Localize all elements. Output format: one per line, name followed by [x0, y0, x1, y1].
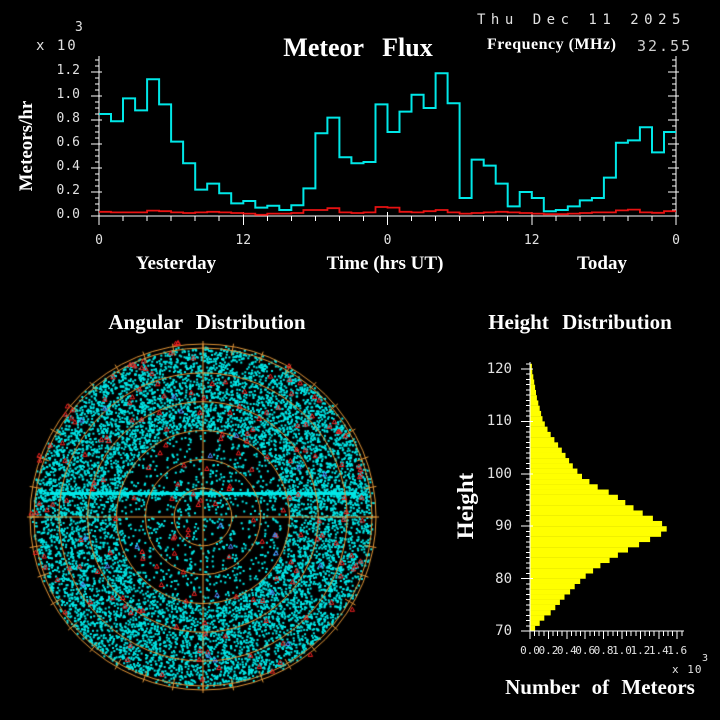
- height-bar: [530, 363, 532, 370]
- flux-ytick-label: 0.6: [56, 135, 80, 150]
- flux-scale-exponent: 3: [75, 20, 83, 35]
- height-bar: [530, 510, 643, 516]
- date-display: Thu Dec 11 2025: [477, 12, 686, 28]
- height-bar: [530, 578, 581, 584]
- flux-xtick-label: 12: [523, 233, 540, 248]
- flux-y-axis-title: Meteors/hr: [16, 100, 37, 192]
- height-bar: [530, 452, 566, 459]
- height-bar: [530, 547, 628, 553]
- flux-xtick-label: 0: [383, 233, 392, 248]
- flux-series-meteor-rate-cyan: [99, 72, 676, 213]
- flux-ytick-label: 0.4: [56, 159, 80, 174]
- height-bar: [530, 589, 571, 595]
- height-bar: [530, 400, 539, 406]
- height-bar: [530, 426, 548, 433]
- height-bar: [530, 536, 651, 543]
- flux-xtick-label: 0: [95, 233, 103, 248]
- height-bar: [530, 405, 540, 412]
- page-title: Meteor Flux: [283, 33, 433, 62]
- flux-scale-base: x 10: [36, 38, 78, 54]
- height-bar: [530, 484, 598, 490]
- height-bar: [530, 562, 601, 569]
- height-bar: [530, 604, 556, 611]
- height-bar: [530, 531, 662, 537]
- flux-x-axis-title: Time (hrs UT): [326, 253, 444, 274]
- flux-xtick-label: 12: [235, 233, 252, 248]
- height-bar: [530, 568, 594, 574]
- angular-title: Angular Distribution: [108, 310, 306, 334]
- height-bar: [530, 594, 565, 600]
- height-ytick-label: 100: [486, 465, 512, 482]
- height-ytick-label: 120: [486, 361, 512, 377]
- height-bar: [530, 410, 542, 417]
- height-xtick-label: 1.6: [667, 644, 688, 657]
- height-scale-exponent: 3: [702, 653, 709, 664]
- height-bar: [530, 473, 582, 480]
- height-bar: [530, 515, 653, 522]
- height-xtick-label: 1.0: [612, 644, 632, 657]
- angular-distribution-plot: [13, 327, 393, 707]
- height-bar: [530, 500, 626, 506]
- height-bar: [530, 526, 667, 532]
- height-bar: [530, 416, 543, 422]
- height-bar: [530, 421, 545, 427]
- height-bar: [530, 620, 540, 626]
- height-xtick-label: 1.4: [648, 644, 669, 657]
- height-xtick-label: 0.2: [538, 644, 559, 657]
- height-bar: [530, 625, 536, 632]
- height-bar: [530, 505, 634, 511]
- height-bar: [530, 369, 533, 375]
- flux-ytick-label: 0.0: [56, 207, 80, 222]
- height-bar: [530, 494, 618, 501]
- height-bar: [530, 458, 570, 464]
- height-bar: [530, 468, 578, 474]
- height-bar: [530, 389, 536, 396]
- height-y-axis-title: Height: [453, 472, 478, 540]
- height-x-axis-title: Number of Meteors: [505, 675, 695, 699]
- flux-xlabel-today: Today: [577, 253, 627, 274]
- height-xtick-label: 0.8: [593, 644, 614, 657]
- height-ytick-label: 110: [486, 413, 512, 430]
- flux-ytick-label: 0.8: [56, 111, 80, 126]
- flux-xtick-label: 0: [672, 233, 680, 248]
- height-scale-base: x 10: [672, 663, 703, 676]
- height-bar: [530, 442, 559, 448]
- height-bar: [530, 437, 555, 443]
- height-bar: [530, 541, 640, 548]
- height-xtick-label: 0.6: [575, 644, 596, 657]
- flux-ytick-label: 0.2: [56, 183, 80, 198]
- height-ytick-label: 90: [495, 518, 512, 535]
- height-xtick-label: 1.2: [630, 644, 651, 657]
- height-ytick-label: 70: [495, 623, 512, 639]
- height-bar: [530, 463, 573, 469]
- height-bar: [530, 573, 586, 579]
- height-bar: [530, 552, 618, 558]
- frequency-value: 32.55: [637, 37, 693, 55]
- height-bar: [530, 374, 534, 380]
- height-bar: [530, 395, 537, 401]
- flux-ytick-label: 1.0: [56, 87, 80, 102]
- height-bar: [530, 615, 545, 621]
- flux-series-baseline-rate-red: [99, 206, 676, 216]
- height-xtick-label: 0.0: [520, 644, 540, 657]
- height-bar: [530, 379, 535, 385]
- height-bar: [530, 599, 560, 605]
- height-bar: [530, 610, 551, 616]
- frequency-label: Frequency (MHz): [487, 36, 617, 53]
- height-bar: [530, 489, 609, 495]
- height-bar: [530, 557, 610, 564]
- height-bar: [530, 583, 575, 590]
- height-bar: [530, 431, 551, 438]
- flux-ytick-label: 1.2: [56, 63, 80, 78]
- height-xtick-label: 0.4: [556, 644, 577, 657]
- height-ytick-label: 80: [495, 570, 512, 587]
- height-bar: [530, 384, 536, 391]
- height-bar: [530, 479, 590, 485]
- height-bar: [530, 520, 663, 527]
- height-bar: [530, 447, 562, 453]
- flux-xlabel-yesterday: Yesterday: [135, 253, 217, 274]
- height-title: Height Distribution: [488, 310, 672, 334]
